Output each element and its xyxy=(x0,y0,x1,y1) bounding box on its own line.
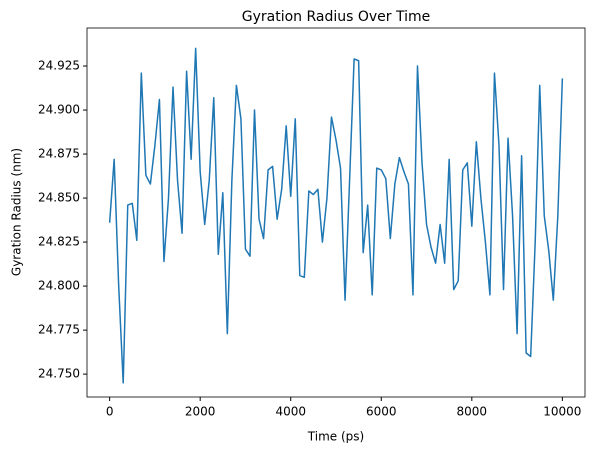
x-tick-label: 0 xyxy=(106,405,114,419)
chart-title: Gyration Radius Over Time xyxy=(242,9,431,25)
y-tick-label: 24.925 xyxy=(38,59,80,73)
y-tick-label: 24.825 xyxy=(38,235,80,249)
x-tick-label: 2000 xyxy=(185,405,216,419)
y-tick-label: 24.900 xyxy=(38,103,80,117)
plot-frame xyxy=(86,27,586,398)
x-tick-label: 6000 xyxy=(366,405,397,419)
y-tick-label: 24.850 xyxy=(38,191,80,205)
x-tick-label: 8000 xyxy=(457,405,488,419)
data-line xyxy=(108,47,564,384)
y-tick-label: 24.800 xyxy=(38,279,80,293)
x-tick-label: 4000 xyxy=(275,405,306,419)
y-tick-label: 24.875 xyxy=(38,147,80,161)
y-tick-label: 24.775 xyxy=(38,323,80,337)
x-tick-label: 10000 xyxy=(543,405,581,419)
y-tick-label: 24.750 xyxy=(38,367,80,381)
y-axis-label: Gyration Radius (nm) xyxy=(10,148,24,276)
x-axis-label: Time (ps) xyxy=(307,430,364,444)
